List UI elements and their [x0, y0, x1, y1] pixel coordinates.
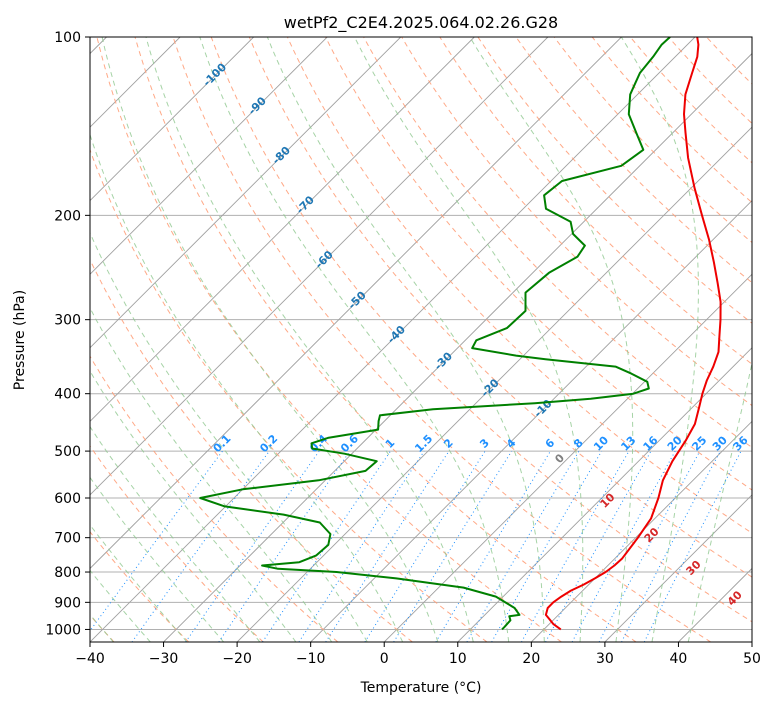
isotherm-line — [604, 494, 752, 642]
y-tick-label: 800 — [54, 565, 81, 581]
x-tick-label: 40 — [670, 651, 688, 667]
y-tick-label: 500 — [54, 444, 81, 460]
moist-adiabat-line — [620, 37, 699, 642]
temperature-profile-line — [544, 37, 722, 631]
isotherm-line — [90, 37, 402, 349]
isotherm-line — [236, 126, 752, 642]
y-tick-label: 900 — [54, 595, 81, 611]
y-tick-label: 200 — [54, 208, 81, 224]
sounding-profiles — [199, 37, 722, 631]
dry-adiabat-line — [248, 37, 752, 578]
x-tick-label: −40 — [75, 651, 105, 667]
dry-adiabat-line — [90, 148, 488, 642]
moist-adiabat-line — [90, 524, 188, 642]
dewpoint-profile-line — [199, 37, 671, 631]
dry-adiabat-line — [90, 531, 190, 642]
isotherm-line — [531, 420, 752, 642]
dry-adiabat-line — [90, 258, 413, 642]
mixing-ratio-line — [90, 450, 223, 632]
moist-adiabat-line — [90, 476, 224, 642]
x-axis-ticks: −40 −30 −20 −10 0 10 20 30 40 50 — [75, 642, 761, 667]
y-tick-label: 300 — [54, 313, 81, 329]
y-tick-label: 1000 — [45, 622, 81, 638]
background-lines — [90, 37, 752, 642]
moist-adiabat-line — [145, 37, 474, 642]
x-tick-label: 20 — [522, 651, 540, 667]
isotherm-line — [90, 37, 549, 496]
mixing-ratio-line — [131, 450, 270, 642]
mixing-ratio-line — [262, 450, 391, 642]
x-tick-label: 30 — [596, 651, 614, 667]
mixing-ratio-line — [298, 450, 425, 642]
isotherm-line — [163, 52, 752, 642]
isotherm-line — [90, 37, 475, 422]
moist-adiabat-line — [90, 425, 261, 642]
isotherm-line — [457, 347, 752, 642]
y-axis-title: Pressure (hPa) — [12, 290, 28, 390]
dry-adiabat-line — [90, 355, 339, 642]
dry-adiabat-line — [90, 445, 264, 642]
mixing-ratio-line — [325, 450, 450, 642]
y-tick-label: 400 — [54, 387, 81, 403]
x-tick-label: −30 — [149, 651, 179, 667]
dry-adiabat-line — [401, 37, 752, 407]
x-tick-label: 0 — [380, 651, 389, 667]
x-tick-label: 50 — [743, 651, 761, 667]
isotherm-line — [90, 37, 254, 202]
moist-adiabat-line — [266, 37, 545, 642]
moist-adiabat-line — [90, 133, 404, 642]
moist-adiabat-line — [90, 370, 297, 642]
isotherm-line — [383, 273, 752, 642]
y-axis-ticks: 100 200 300 400 500 600 700 800 900 1000 — [45, 30, 90, 638]
isotherm-line — [90, 37, 696, 642]
y-tick-label: 600 — [54, 491, 81, 507]
mixing-ratio-line — [185, 450, 320, 642]
moist-adiabat-line — [90, 569, 151, 642]
mixing-ratio-line — [545, 450, 652, 642]
dry-adiabat-line — [515, 37, 752, 284]
y-tick-label: 700 — [54, 531, 81, 547]
x-tick-label: −20 — [222, 651, 252, 667]
x-tick-label: 10 — [449, 651, 467, 667]
dry-adiabat-line — [172, 37, 712, 642]
y-tick-label: 100 — [54, 30, 81, 46]
x-tick-label: −10 — [296, 651, 326, 667]
mixing-ratio-line — [571, 450, 676, 642]
moist-adiabat-line — [101, 37, 439, 642]
mixing-ratio-line — [218, 450, 351, 642]
isotherm-line — [90, 37, 622, 570]
dry-adiabat-line — [134, 37, 637, 642]
chart-title: wetPf2_C2E4.2025.064.02.26.G28 — [284, 13, 558, 33]
dry-adiabat-line — [439, 37, 752, 365]
x-axis-title: Temperature (°C) — [360, 680, 482, 696]
dry-adiabat-line — [96, 37, 562, 642]
dry-adiabat-line — [286, 37, 752, 534]
moist-adiabat-line — [354, 37, 584, 642]
isotherm-line — [90, 37, 328, 275]
dry-adiabat-line — [210, 37, 752, 623]
plot-frame — [89, 36, 753, 643]
